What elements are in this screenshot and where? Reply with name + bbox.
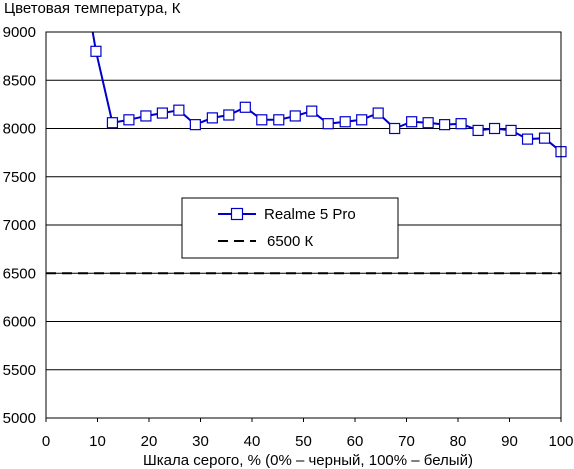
chart-title: Цветовая температура, К bbox=[4, 0, 181, 17]
y-tick-label: 8000 bbox=[3, 121, 36, 138]
data-point-marker bbox=[289, 110, 301, 122]
data-point-marker bbox=[538, 132, 551, 144]
data-point-marker bbox=[273, 114, 285, 126]
data-point-marker bbox=[256, 114, 268, 126]
y-tick-label: 6500 bbox=[3, 265, 36, 282]
series-layer bbox=[46, 32, 567, 275]
x-tick-label: 90 bbox=[501, 433, 518, 450]
legend-marker-realme bbox=[230, 207, 244, 221]
data-point-marker bbox=[455, 118, 467, 130]
data-point-marker bbox=[156, 107, 168, 119]
x-tick-label: 60 bbox=[347, 433, 364, 450]
x-tick-labels: 0 10 20 30 40 50 60 70 80 90 100 bbox=[42, 433, 574, 450]
data-point-marker bbox=[306, 105, 318, 117]
data-point-marker bbox=[488, 122, 501, 135]
data-point-marker bbox=[123, 114, 135, 126]
data-point-marker bbox=[140, 110, 152, 122]
y-tick-label: 7000 bbox=[3, 217, 36, 234]
x-tick-label: 100 bbox=[548, 433, 573, 450]
x-tick-label: 20 bbox=[141, 433, 158, 450]
data-point-marker bbox=[505, 124, 517, 137]
data-point-marker bbox=[189, 119, 201, 131]
data-point-marker bbox=[339, 116, 351, 128]
plot-frame bbox=[45, 31, 562, 419]
y-tick-label: 7500 bbox=[3, 169, 36, 186]
y-tick-label: 9000 bbox=[3, 24, 36, 41]
x-axis-label: Шкала серого, % (0% – черный, 100% – бел… bbox=[143, 452, 473, 469]
legend: Realme 5 Pro 6500 К bbox=[181, 197, 399, 259]
data-point-marker bbox=[206, 112, 218, 124]
data-point-marker bbox=[90, 45, 102, 57]
x-tick-label: 30 bbox=[192, 433, 209, 450]
x-tick-label: 80 bbox=[450, 433, 467, 450]
data-point-marker bbox=[439, 119, 451, 131]
x-tick-label: 10 bbox=[89, 433, 106, 450]
data-point-marker bbox=[106, 117, 119, 129]
x-tick-label: 40 bbox=[244, 433, 261, 450]
data-point-marker bbox=[521, 133, 534, 145]
data-point-marker bbox=[322, 118, 334, 130]
axes bbox=[45, 31, 562, 422]
legend-label-realme: Realme 5 Pro bbox=[264, 206, 356, 223]
legend-box bbox=[181, 197, 399, 259]
x-tick-label: 70 bbox=[398, 433, 415, 450]
x-tick-label: 0 bbox=[42, 433, 50, 450]
data-point-marker bbox=[389, 122, 401, 135]
data-point-marker bbox=[472, 124, 484, 137]
y-tick-label: 5500 bbox=[3, 362, 36, 379]
x-tick-label: 50 bbox=[295, 433, 312, 450]
data-point-marker bbox=[173, 104, 185, 116]
y-tick-label: 6000 bbox=[3, 314, 36, 331]
y-tick-labels: 5000 5500 6000 6500 7000 7500 8000 8500 9000 bbox=[3, 24, 36, 427]
legend-label-6500k: 6500 К bbox=[267, 233, 314, 250]
data-point-marker bbox=[372, 107, 384, 119]
data-point-marker bbox=[422, 117, 434, 129]
data-point-marker bbox=[223, 109, 235, 121]
data-point-marker bbox=[356, 114, 368, 126]
y-tick-label: 8500 bbox=[3, 72, 36, 89]
data-point-marker bbox=[239, 101, 251, 113]
data-point-marker bbox=[406, 116, 418, 128]
y-tick-label: 5000 bbox=[3, 410, 36, 427]
